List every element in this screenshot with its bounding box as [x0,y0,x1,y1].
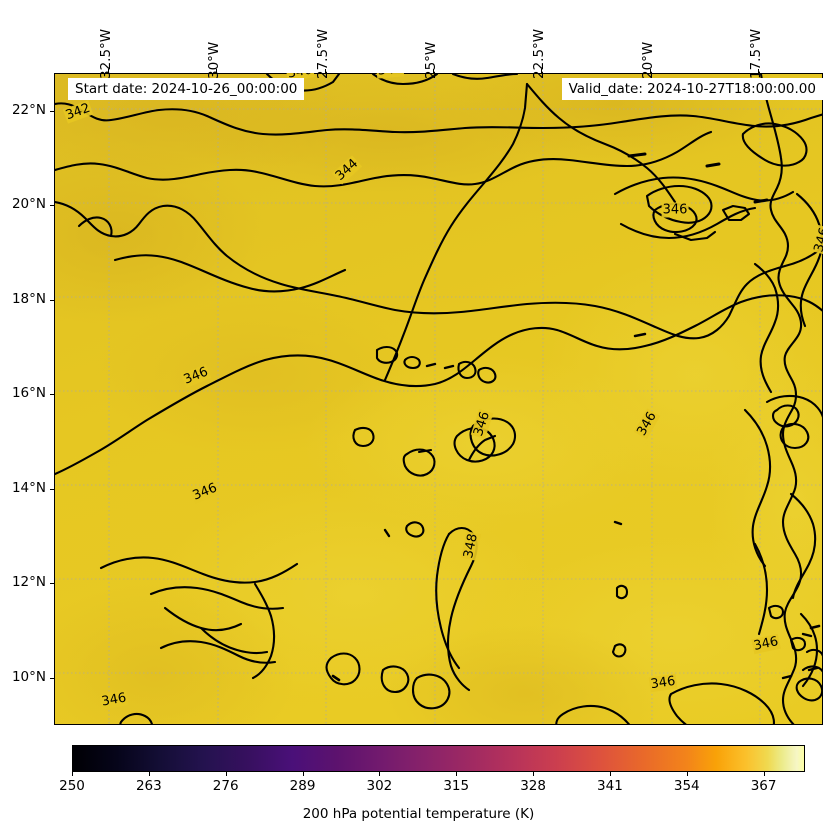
latitude-tick-label: 22°N [11,101,46,118]
latitude-tick-label: 10°N [11,668,46,685]
colorbar-tick-label: 367 [750,778,777,794]
latitude-tickmark [50,677,54,679]
latitude-tickmark [50,488,54,490]
colorbar-tickmark [225,772,227,776]
longitude-tick-label: 32.5°W [98,28,115,79]
latitude-tickmark [50,205,54,207]
colorbar-tickmark [148,772,150,776]
colorbar-title: 200 hPa potential temperature (K) [302,806,535,822]
longitude-tickmark [324,69,326,73]
colorbar-tick-label: 315 [443,778,470,794]
colorbar-tickmark [533,772,535,776]
latitude-tick-label: 14°N [11,479,46,496]
start-date-annotation: Start date: 2024-10-26_00:00:00 [68,78,305,100]
map-plot-area[interactable] [54,73,823,725]
latitude-tick-label: 18°N [11,290,46,307]
colorbar-tickmark [379,772,381,776]
longitude-tickmark [433,69,435,73]
map-clip [55,74,822,724]
contour-lines [55,74,822,724]
colorbar-tick-label: 302 [366,778,393,794]
latitude-tickmark [50,110,54,112]
colorbar-tickmark [609,772,611,776]
latitude-tick-label: 12°N [11,574,46,591]
longitude-tickmark [649,69,651,73]
colorbar-tickmark [302,772,304,776]
longitude-tick-label: 22.5°W [531,28,548,79]
colorbar-gradient [72,745,805,772]
colorbar-tick-label: 341 [597,778,623,794]
colorbar-tick-label: 289 [289,778,316,794]
longitude-tick-label: 30°W [206,41,223,79]
latitude-tickmark [50,583,54,585]
latitude-tickmark [50,394,54,396]
colorbar-tick-label: 328 [520,778,546,794]
colorbar-tick-label: 250 [59,778,85,794]
longitude-tickmark [541,69,543,73]
colorbar-tick-label: 276 [212,778,239,794]
longitude-tick-label: 25°W [423,41,440,79]
colorbar-tick-label: 354 [673,778,700,794]
colorbar-tickmark [763,772,765,776]
map-field-svg [55,74,822,724]
longitude-tick-label: 20°W [639,41,656,79]
latitude-tickmark [50,299,54,301]
colorbar-tickmark [686,772,688,776]
colorbar-tickmark [72,772,73,776]
longitude-tick-label: 27.5°W [314,28,331,79]
colorbar-tickmark [456,772,458,776]
field-shading [55,74,822,724]
longitude-tick-label: 17.5°W [748,28,764,79]
valid-date-annotation: Valid_date: 2024-10-27T18:00:00.00 [561,78,823,100]
latitude-tick-label: 20°N [11,196,46,213]
longitude-tickmark [108,69,110,73]
colorbar-tick-label: 263 [135,778,162,794]
latitude-tick-label: 16°N [11,385,46,402]
colorbar[interactable]: 250 263 276 289 302 315 328 341 354 367 [59,745,805,794]
longitude-tickmark [758,69,759,73]
graticule-gridlines [55,74,822,724]
longitude-tickmark [216,69,218,73]
